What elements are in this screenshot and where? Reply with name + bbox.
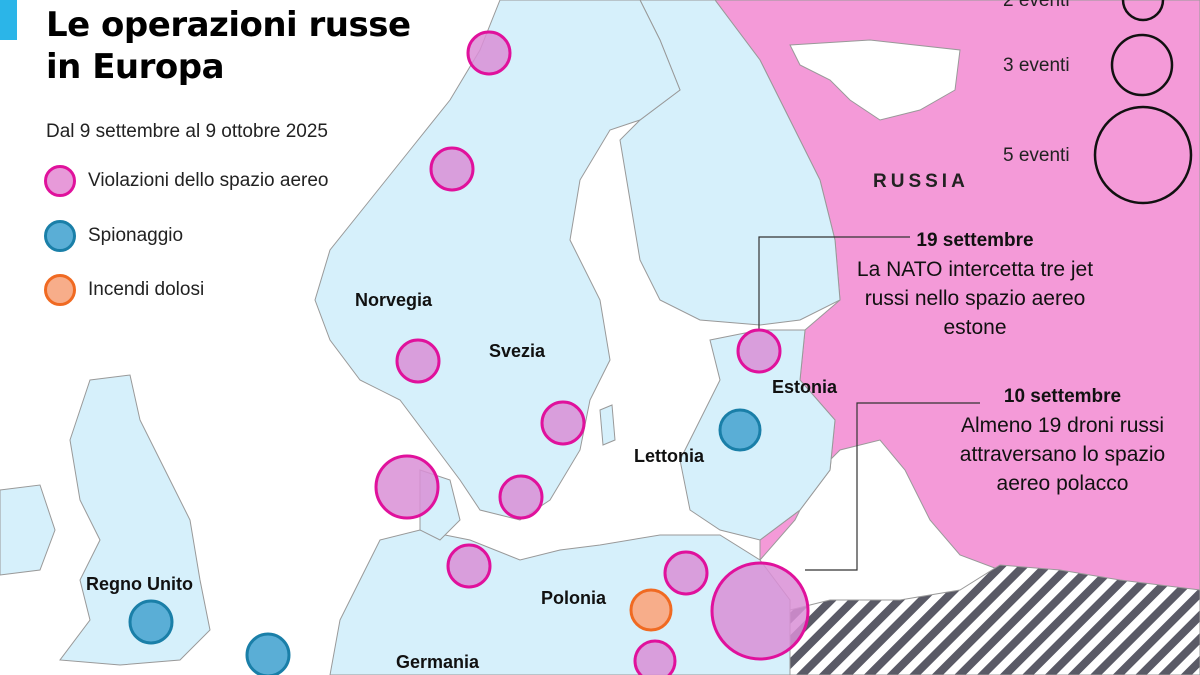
size-circle-2 bbox=[1121, 0, 1165, 22]
legend-item-arson: Incendi dolosi bbox=[44, 274, 204, 306]
legend-label: Spionaggio bbox=[88, 225, 184, 246]
event-marker bbox=[633, 639, 677, 675]
annotation-text: La NATO intercetta tre jet russi nello s… bbox=[856, 258, 1094, 339]
espionage-circle-icon bbox=[44, 220, 76, 252]
legend-label: Incendi dolosi bbox=[88, 279, 205, 300]
annotation-estonia: 19 settembre La NATO intercetta tre jet … bbox=[855, 226, 1095, 342]
event-marker bbox=[498, 474, 544, 520]
arson-markers bbox=[629, 588, 673, 632]
label-uk: Regno Unito bbox=[86, 574, 193, 594]
size-circle-3 bbox=[1110, 33, 1174, 97]
event-marker bbox=[540, 400, 586, 446]
espionage-markers bbox=[128, 408, 762, 675]
leader-line-poland bbox=[805, 402, 980, 571]
label-norway: Norvegia bbox=[355, 290, 433, 310]
event-marker bbox=[395, 338, 441, 384]
event-marker bbox=[446, 543, 492, 589]
label-sweden: Svezia bbox=[489, 341, 546, 361]
label-germany: Germania bbox=[396, 652, 480, 672]
event-marker bbox=[718, 408, 762, 452]
label-poland: Polonia bbox=[541, 588, 607, 608]
airspace-circle-icon bbox=[44, 165, 76, 197]
event-marker bbox=[245, 632, 291, 675]
label-latvia: Lettonia bbox=[634, 446, 704, 466]
annotation-date: 10 settembre bbox=[1003, 386, 1122, 407]
gotland bbox=[599, 404, 616, 446]
title-accent-bar bbox=[0, 0, 17, 40]
page-title: Le operazioni russe in Europa bbox=[46, 5, 411, 87]
leader-line-estonia bbox=[758, 236, 910, 330]
annotation-poland: 10 settembre Almeno 19 droni russi attra… bbox=[950, 382, 1175, 498]
event-marker bbox=[128, 599, 174, 645]
size-label-3: 3 eventi bbox=[1003, 55, 1070, 76]
event-marker bbox=[429, 146, 475, 192]
subtitle: Dal 9 settembre al 9 ottobre 2025 bbox=[46, 121, 329, 142]
annotation-date: 19 settembre bbox=[916, 230, 1034, 251]
ireland bbox=[0, 484, 56, 576]
white-sea bbox=[789, 39, 961, 121]
scandinavia bbox=[314, 0, 681, 521]
label-russia: RUSSIA bbox=[873, 171, 969, 192]
uk bbox=[59, 374, 211, 666]
legend-label: Violazioni dello spazio aereo bbox=[88, 170, 329, 191]
arson-circle-icon bbox=[44, 274, 76, 306]
legend-item-airspace: Violazioni dello spazio aereo bbox=[44, 165, 328, 197]
size-legend-circles bbox=[1093, 0, 1193, 205]
event-marker bbox=[374, 454, 440, 520]
legend-item-espionage: Spionaggio bbox=[44, 220, 183, 252]
label-estonia: Estonia bbox=[772, 377, 838, 397]
event-marker bbox=[629, 588, 673, 632]
size-label-5: 5 eventi bbox=[1003, 145, 1070, 166]
event-marker bbox=[736, 328, 782, 374]
size-circle-5 bbox=[1093, 105, 1193, 205]
event-marker bbox=[663, 550, 709, 596]
event-marker bbox=[466, 30, 512, 76]
airspace-violation-markers bbox=[374, 30, 810, 675]
event-marker bbox=[710, 561, 810, 661]
annotation-text: Almeno 19 droni russi attraversano lo sp… bbox=[959, 414, 1166, 495]
belarus-region bbox=[789, 564, 1200, 675]
size-label-2: 2 eventi bbox=[1003, 0, 1070, 11]
